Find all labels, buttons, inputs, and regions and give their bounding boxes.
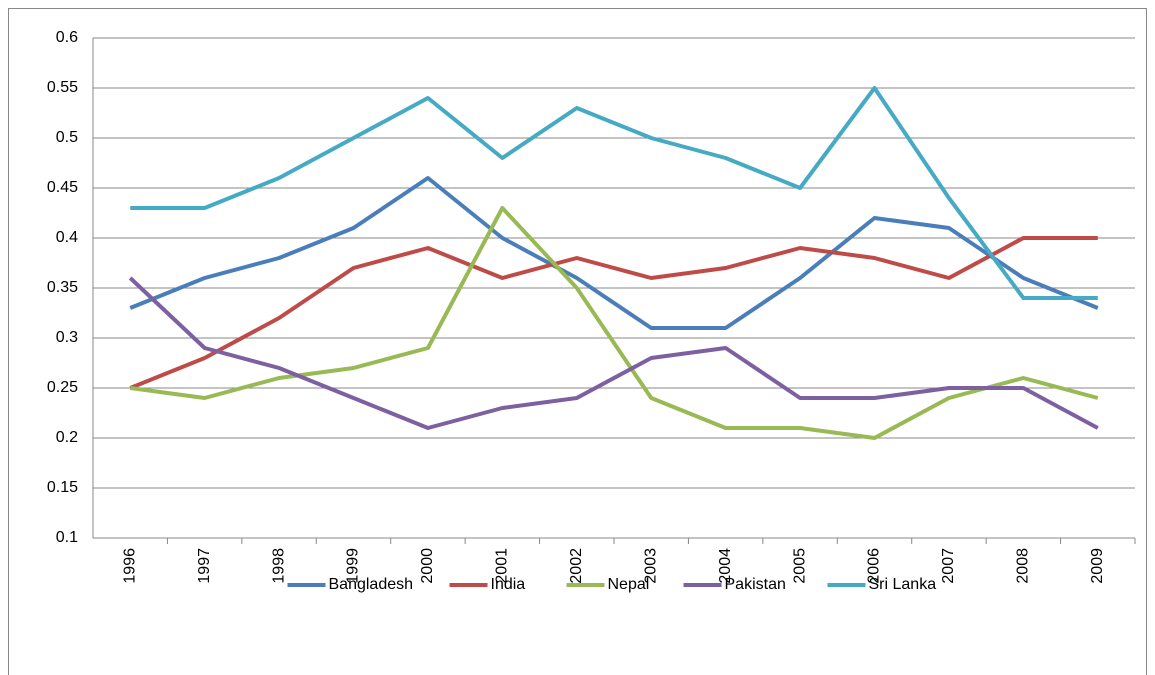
- x-tick-label: 1996: [121, 548, 138, 584]
- y-tick-label: 0.3: [56, 329, 78, 346]
- x-tick-label: 2003: [642, 548, 659, 584]
- chart-border: [8, 8, 1147, 675]
- y-tick-label: 0.45: [47, 179, 78, 196]
- x-tick-label: 2007: [940, 548, 957, 584]
- y-tick-label: 0.15: [47, 479, 78, 496]
- x-tick-label: 2001: [494, 548, 511, 584]
- y-tick-label: 0.55: [47, 79, 78, 96]
- legend-label: India: [491, 576, 526, 593]
- y-tick-label: 0.25: [47, 379, 78, 396]
- y-tick-label: 0.4: [56, 229, 78, 246]
- series-line: [129, 236, 1098, 390]
- legend-label: Sri Lanka: [869, 576, 937, 593]
- series-line: [130, 86, 1098, 300]
- x-tick-label: 2009: [1089, 548, 1106, 584]
- legend-label: Nepal: [608, 576, 650, 593]
- y-tick-label: 0.35: [47, 279, 78, 296]
- x-tick-label: 1998: [270, 548, 287, 584]
- x-tick-label: 1997: [196, 548, 213, 584]
- y-tick-label: 0.5: [56, 129, 78, 146]
- legend-label: Bangladesh: [329, 576, 414, 593]
- x-tick-label: 2000: [419, 548, 436, 584]
- y-tick-label: 0.6: [56, 29, 78, 46]
- series-line: [128, 276, 1099, 430]
- x-tick-label: 2008: [1015, 548, 1032, 584]
- y-tick-label: 0.1: [56, 529, 78, 546]
- x-tick-label: 2006: [866, 548, 883, 584]
- series-line: [129, 206, 1099, 440]
- y-tick-label: 0.2: [56, 429, 78, 446]
- legend-label: Pakistan: [725, 576, 786, 593]
- series-line: [129, 176, 1099, 330]
- x-tick-label: 1999: [345, 548, 362, 584]
- x-tick-label: 2004: [717, 548, 734, 584]
- x-tick-label: 2002: [568, 548, 585, 584]
- x-tick-label: 2005: [791, 548, 808, 584]
